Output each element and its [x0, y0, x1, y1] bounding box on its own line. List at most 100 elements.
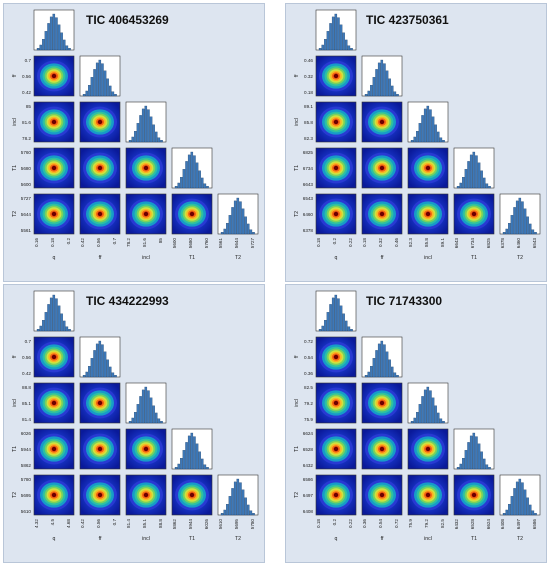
histogram-bar: [518, 478, 522, 516]
panel-title-3: TIC 434222993: [86, 294, 169, 308]
density-T1-T2: [171, 193, 213, 235]
y-axis-label: incl: [294, 399, 300, 407]
y-tick-label: 6432: [303, 463, 314, 468]
histogram-bar: [88, 366, 91, 378]
y-tick-label: 0.7: [25, 339, 32, 344]
y-axis-label: T2: [294, 492, 300, 498]
corner-plot-2: 0.18 0.32 0.46 ff 82.3 85.8 89.1 incl 6643 6734 68…: [294, 9, 541, 261]
histogram-bar: [228, 215, 232, 235]
density-peak: [379, 446, 385, 452]
histogram-bar: [103, 70, 107, 97]
histogram-bar: [147, 390, 150, 424]
x-axis-label: incl: [142, 536, 150, 542]
density-peak: [97, 492, 103, 498]
x-tick-label: 6408: [500, 519, 505, 530]
x-axis-label: incl: [424, 536, 432, 542]
histogram-bar: [95, 62, 99, 97]
density-q-T1: [33, 428, 75, 470]
x-tick-label: 0.56: [96, 238, 101, 247]
y-axis-label: ff: [12, 355, 18, 358]
histogram-q: [315, 9, 357, 51]
histogram-bar: [160, 140, 163, 143]
histogram-bar: [396, 375, 399, 378]
histogram-bar: [63, 320, 66, 332]
histogram-bar: [391, 85, 394, 97]
y-tick-label: 0.54: [304, 355, 313, 360]
density-peak: [51, 73, 57, 79]
histogram-bar: [223, 509, 226, 516]
histogram-bar: [147, 109, 150, 143]
histogram-bar: [513, 488, 516, 516]
x-axis-label: T1: [189, 536, 195, 542]
y-axis-label: ff: [294, 74, 300, 77]
histogram-bar: [141, 389, 145, 424]
density-ff-T1: [361, 428, 403, 470]
histogram-bar: [90, 77, 94, 97]
histogram-bar: [128, 140, 132, 143]
density-incl-T2: [407, 474, 449, 516]
histogram-bar: [526, 497, 529, 516]
histogram-bar: [462, 177, 465, 189]
x-tick-label: 4.5: [50, 519, 55, 526]
histogram-bar: [324, 39, 327, 51]
density-ff-T2: [361, 474, 403, 516]
histogram-bar: [93, 69, 96, 97]
histogram-bar: [528, 504, 532, 516]
histogram-bar: [141, 108, 145, 143]
y-tick-label: 5561: [21, 228, 32, 233]
corner-plot-4: 0.36 0.54 0.72 ff 75.9 79.2 82.5 incl 6432 6528 66…: [294, 290, 541, 542]
density-ff-T2: [361, 193, 403, 235]
density-peak: [143, 165, 149, 171]
histogram-bar: [239, 482, 242, 516]
x-tick-label: 0.7: [112, 519, 117, 526]
y-tick-label: 0.42: [22, 90, 31, 95]
histogram-bar: [385, 70, 389, 97]
y-tick-label: 78.2: [22, 136, 31, 141]
histogram-bar: [134, 412, 137, 424]
histogram-bar: [136, 404, 140, 424]
histogram-bar: [364, 94, 368, 97]
histogram-bar: [329, 23, 332, 51]
corner-panel-1: 0.42 0.56 0.7 ff 78.2 81.6 85 incl 5600 5680 5760 T…: [3, 3, 265, 282]
y-tick-label: 88.8: [22, 385, 31, 390]
histogram-bar: [488, 467, 491, 470]
y-tick-label: 0.56: [22, 355, 31, 360]
histogram-bar: [85, 371, 88, 378]
y-axis-label: T1: [12, 446, 18, 452]
histogram-bar: [426, 386, 430, 424]
histogram-bar: [180, 458, 183, 470]
histogram-bar: [157, 418, 161, 424]
histogram-bar: [526, 216, 529, 235]
histogram-bar: [375, 69, 378, 97]
histogram-bar: [324, 320, 327, 332]
y-tick-label: 6543: [303, 196, 314, 201]
density-peak: [97, 400, 103, 406]
x-tick-label: 0.18: [50, 238, 55, 247]
histogram-bar: [200, 458, 204, 470]
histogram-bar: [157, 137, 161, 143]
x-tick-label: 0.42: [80, 238, 85, 247]
histogram-bar: [174, 186, 178, 189]
histogram-bar: [410, 140, 414, 143]
density-T1-T2: [453, 474, 495, 516]
density-T1-T2: [453, 193, 495, 235]
density-peak: [97, 446, 103, 452]
x-tick-label: 78.2: [126, 238, 131, 247]
density-T1-T2: [171, 474, 213, 516]
y-axis-label: T1: [294, 165, 300, 171]
density-peak: [333, 119, 339, 125]
density-q-incl: [33, 382, 75, 424]
y-tick-label: 0.7: [25, 58, 32, 63]
histogram-bar: [154, 412, 158, 424]
x-tick-label: 85: [158, 238, 163, 244]
density-peak: [333, 211, 339, 217]
histogram-bar: [223, 228, 226, 235]
histogram-bar: [467, 442, 470, 470]
histogram-bar: [321, 44, 324, 51]
histogram-bar: [391, 366, 394, 378]
histogram-bar: [98, 340, 102, 378]
histogram-bar: [252, 513, 255, 516]
histogram-bar: [431, 116, 435, 143]
x-axis-label: T2: [517, 536, 523, 542]
histogram-bar: [190, 432, 194, 470]
